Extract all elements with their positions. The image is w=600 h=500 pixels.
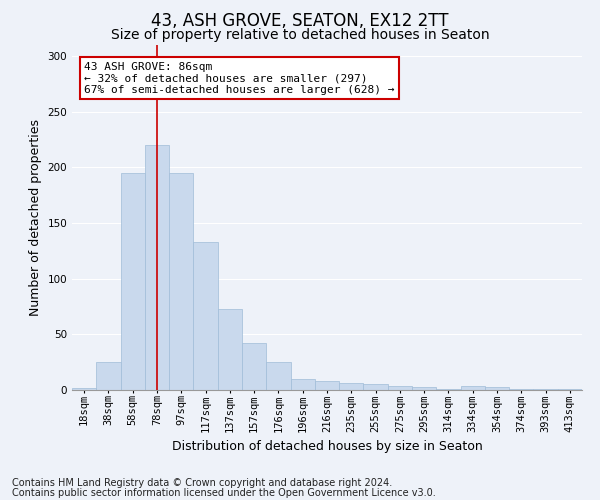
Bar: [193, 242, 218, 390]
Text: Contains HM Land Registry data © Crown copyright and database right 2024.: Contains HM Land Registry data © Crown c…: [12, 478, 392, 488]
X-axis label: Distribution of detached houses by size in Seaton: Distribution of detached houses by size …: [172, 440, 482, 453]
Bar: [96, 362, 121, 390]
Bar: [72, 388, 96, 390]
Bar: [485, 386, 509, 390]
Bar: [315, 381, 339, 390]
Bar: [364, 384, 388, 390]
Bar: [436, 389, 461, 390]
Y-axis label: Number of detached properties: Number of detached properties: [29, 119, 42, 316]
Text: Contains public sector information licensed under the Open Government Licence v3: Contains public sector information licen…: [12, 488, 436, 498]
Text: 43, ASH GROVE, SEATON, EX12 2TT: 43, ASH GROVE, SEATON, EX12 2TT: [151, 12, 449, 30]
Bar: [121, 173, 145, 390]
Bar: [388, 386, 412, 390]
Bar: [412, 386, 436, 390]
Bar: [339, 384, 364, 390]
Bar: [266, 362, 290, 390]
Bar: [461, 386, 485, 390]
Bar: [290, 379, 315, 390]
Bar: [145, 145, 169, 390]
Text: Size of property relative to detached houses in Seaton: Size of property relative to detached ho…: [110, 28, 490, 42]
Bar: [169, 173, 193, 390]
Bar: [533, 389, 558, 390]
Bar: [558, 389, 582, 390]
Bar: [218, 309, 242, 390]
Bar: [509, 389, 533, 390]
Text: 43 ASH GROVE: 86sqm
← 32% of detached houses are smaller (297)
67% of semi-detac: 43 ASH GROVE: 86sqm ← 32% of detached ho…: [85, 62, 395, 95]
Bar: [242, 344, 266, 390]
